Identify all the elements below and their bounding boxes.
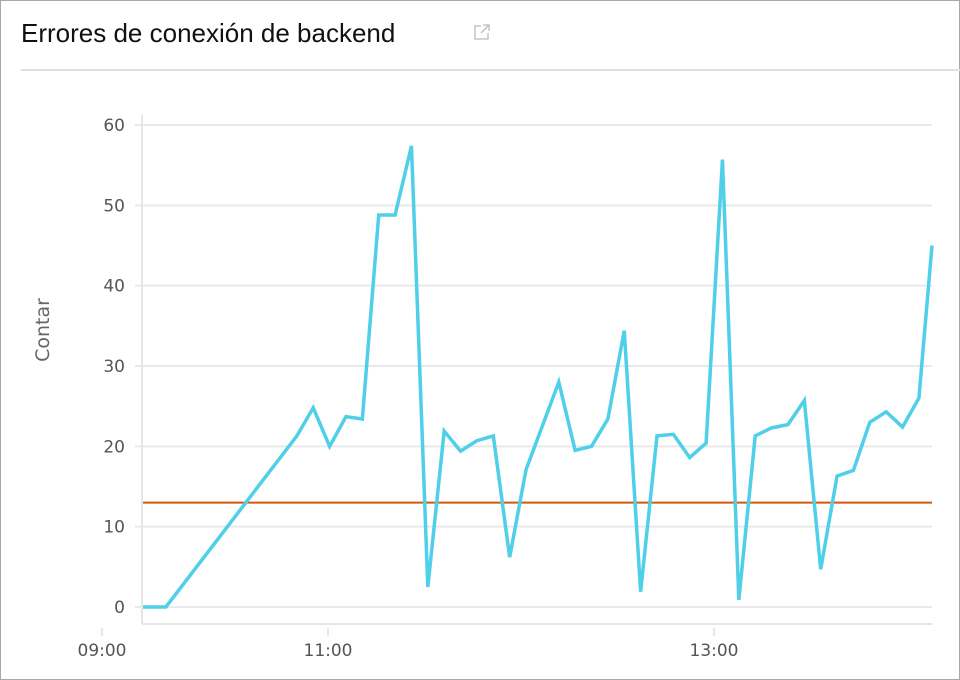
y-axis-label: Contar bbox=[32, 298, 54, 362]
external-link-icon[interactable] bbox=[473, 23, 491, 41]
series-line bbox=[143, 145, 934, 609]
y-tick-label: 50 bbox=[103, 196, 125, 216]
y-tick-label: 60 bbox=[103, 116, 125, 136]
y-tick-label: 30 bbox=[103, 357, 125, 377]
y-tick-label: 40 bbox=[103, 277, 125, 297]
header-divider bbox=[21, 69, 960, 71]
y-tick-label: 0 bbox=[114, 598, 125, 618]
x-tick-label: 09:00 bbox=[78, 641, 127, 661]
y-tick-label: 10 bbox=[103, 518, 125, 538]
chart-title: Errores de conexión de backend bbox=[21, 18, 396, 48]
x-tick-label: 13:00 bbox=[690, 641, 739, 661]
y-tick-label: 20 bbox=[103, 437, 125, 457]
x-tick-label: 11:00 bbox=[304, 641, 353, 661]
